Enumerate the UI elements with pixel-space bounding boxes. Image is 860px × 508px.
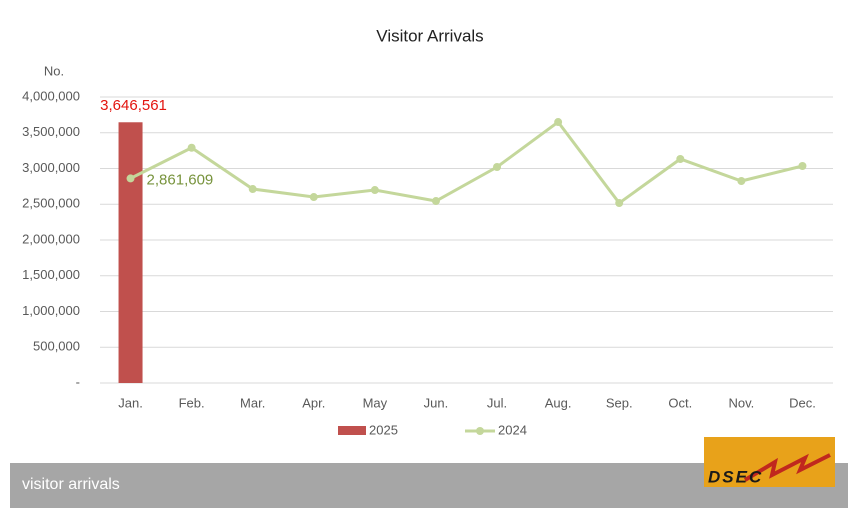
x-tick-label: Aug. (545, 395, 572, 410)
legend-marker (476, 427, 484, 435)
grid: - 500,000 1,000,000 1,500,000 2,000,000 2,500… (22, 88, 833, 410)
plot: 3,646,561 2,861,609 2025 2024 (100, 97, 807, 437)
y-tick-label: - (76, 374, 80, 389)
point (309, 193, 318, 202)
x-tick-label: Feb. (179, 395, 205, 410)
chart-title: Visitor Arrivals (376, 26, 483, 45)
point (370, 186, 379, 195)
data-label: 3,646,561 (100, 97, 167, 114)
legend-label: 2025 (369, 422, 398, 437)
y-tick-label: 3,000,000 (22, 160, 80, 175)
x-tick-label: Nov. (728, 395, 754, 410)
y-tick-label: 1,500,000 (22, 267, 80, 282)
legend-label: 2024 (498, 422, 527, 437)
point (493, 162, 502, 171)
point (554, 118, 563, 127)
x-tick-label: Dec. (789, 395, 816, 410)
point (431, 197, 440, 206)
line (129, 119, 803, 206)
logo-text: DSEC (708, 467, 763, 486)
x-tick-label: Jan. (118, 395, 143, 410)
x-tick-label: Apr. (302, 395, 325, 410)
y-tick-label: 2,500,000 (22, 196, 80, 211)
footer-caption: visitor arrivals (22, 476, 120, 493)
logo-zigzag (743, 453, 831, 482)
point (126, 174, 135, 183)
y-axis-label: No. (44, 63, 64, 78)
y-tick-label: 1,000,000 (22, 303, 80, 318)
point (676, 154, 685, 163)
y-tick-label: 2,000,000 (22, 231, 80, 246)
bar (118, 122, 143, 384)
x-tick-label: May (363, 395, 388, 410)
point (737, 177, 746, 186)
y-tick-label: 500,000 (33, 339, 80, 354)
point (615, 199, 624, 208)
x-tick-label: Sep. (606, 395, 633, 410)
x-tick-label: Oct. (668, 395, 692, 410)
data-label: 2,861,609 (147, 171, 214, 188)
point (187, 143, 196, 152)
legend-swatch (338, 426, 366, 435)
logo: DSEC (704, 437, 835, 487)
y-tick-label: 3,500,000 (22, 124, 80, 139)
point (798, 161, 807, 170)
x-tick-label: Jun. (424, 395, 449, 410)
point (248, 185, 257, 194)
y-tick-label: 4,000,000 (22, 88, 80, 103)
x-tick-label: Mar. (240, 395, 265, 410)
x-tick-label: Jul. (487, 395, 507, 410)
